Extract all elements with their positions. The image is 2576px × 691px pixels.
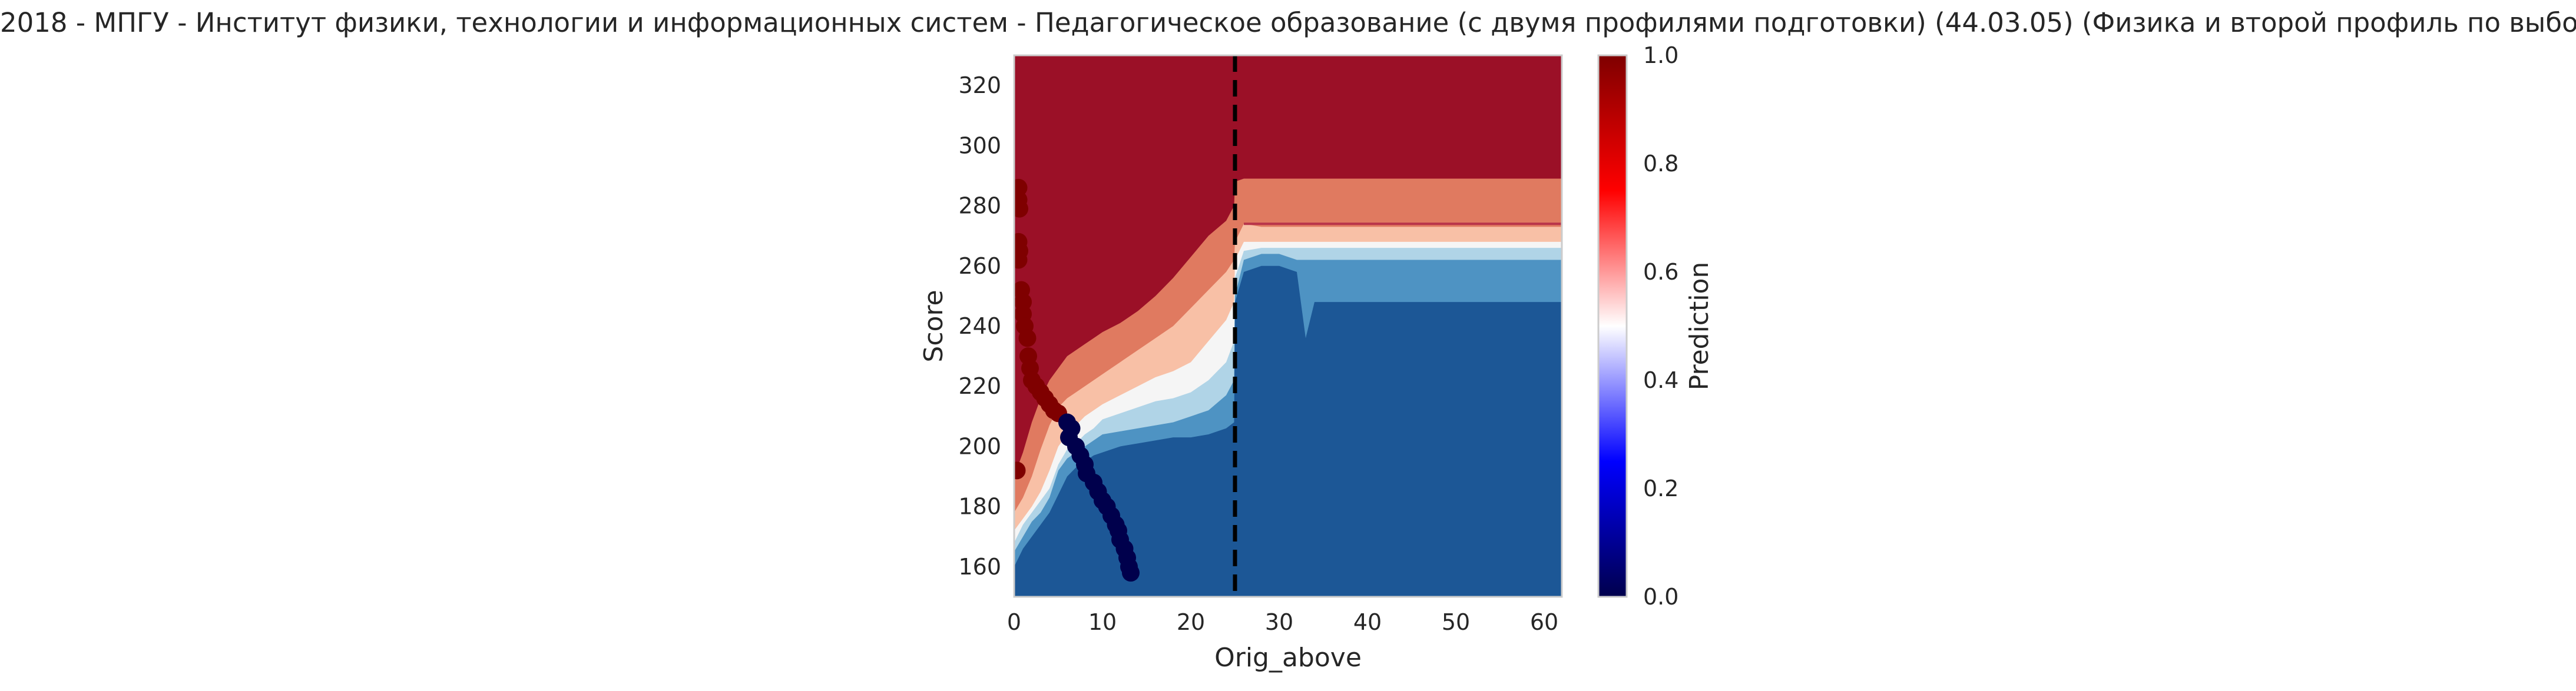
colorbar-label: Prediction: [1684, 262, 1714, 391]
x-tick-label: 10: [1088, 609, 1117, 635]
y-tick-label: 320: [958, 72, 1001, 98]
chart-title: 2018 - МПГУ - Институт физики, технологи…: [0, 7, 2576, 38]
y-tick-label: 180: [958, 494, 1001, 520]
point-high: [1014, 200, 1028, 218]
x-tick-label: 50: [1442, 609, 1470, 635]
plot-frame: [1013, 54, 1563, 598]
y-tick-label: 260: [958, 253, 1001, 279]
plot-area: [1014, 55, 1562, 597]
y-tick-label: 240: [958, 313, 1001, 339]
colorbar-tick-label: 0.2: [1643, 476, 1678, 501]
colorbar-tick-label: 0.0: [1643, 584, 1678, 610]
y-tick-label: 300: [958, 132, 1001, 158]
colorbar-tick-label: 0.4: [1643, 367, 1678, 393]
x-tick-label: 40: [1353, 609, 1382, 635]
colorbar-gradient: [1597, 54, 1628, 598]
point-high: [1018, 329, 1037, 347]
y-tick-label: 280: [958, 193, 1001, 219]
x-tick-label: 30: [1265, 609, 1293, 635]
y-tick-label: 220: [958, 373, 1001, 399]
colorbar: 0.0 0.2 0.4 0.6 0.8 1.0 Prediction: [1597, 42, 1714, 610]
y-tick-label: 160: [958, 554, 1001, 580]
x-axis-label: Orig_above: [1214, 643, 1362, 673]
point-high: [1014, 251, 1028, 269]
colorbar-tick-label: 0.8: [1643, 151, 1678, 177]
point-high: [1014, 461, 1026, 480]
colorbar-tick-label: 0.6: [1643, 259, 1678, 285]
x-tick-label: 20: [1177, 609, 1205, 635]
contour-band-6: [1014, 55, 1562, 477]
colorbar-tick-label: 1.0: [1643, 42, 1678, 68]
x-tick-label: 60: [1530, 609, 1558, 635]
x-tick-label: 0: [1007, 609, 1021, 635]
contour-fills: [1014, 55, 1562, 597]
point-low: [1122, 564, 1140, 582]
y-tick-label: 200: [958, 433, 1001, 459]
axes: 0 10 20 30 40 50 60 160 180 200 220 240 260 280 300 320…: [919, 54, 1563, 673]
y-axis-label: Score: [919, 290, 949, 362]
